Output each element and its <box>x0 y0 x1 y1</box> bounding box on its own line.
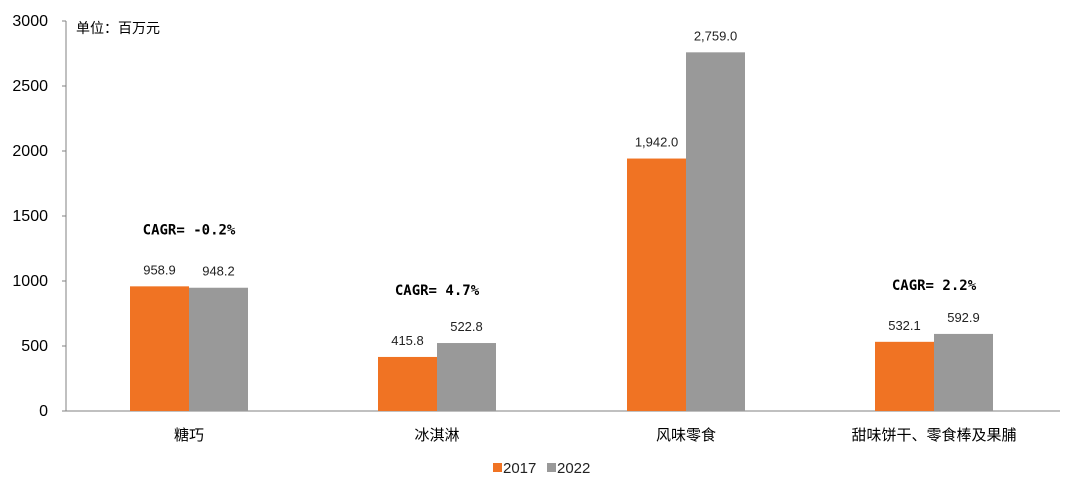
legend-label-2017: 2017 <box>503 460 536 477</box>
data-label: 532.1 <box>888 318 921 333</box>
y-tick-label: 1000 <box>12 273 48 290</box>
data-label: 522.8 <box>450 319 483 334</box>
bar-2017 <box>130 286 189 411</box>
y-tick-label: 2500 <box>12 78 48 95</box>
x-category-label: 风味零食 <box>656 426 716 444</box>
bar-2022 <box>686 52 745 411</box>
data-label: 592.9 <box>947 310 980 325</box>
bar-2017 <box>627 158 686 411</box>
cagr-annotation: CAGR= 4.7% <box>395 283 480 299</box>
y-tick-label: 1500 <box>12 208 48 225</box>
legend-swatch-2017 <box>493 463 502 472</box>
data-label: 1,942.0 <box>635 135 678 150</box>
y-tick-label: 2000 <box>12 143 48 160</box>
x-category-label: 甜味饼干、零食棒及果脯 <box>851 426 1016 444</box>
x-category-label: 糖巧 <box>174 426 204 444</box>
cagr-annotation: CAGR= 2.2% <box>892 278 977 294</box>
legend-swatch-2022 <box>547 463 556 472</box>
bar-2022 <box>437 343 496 411</box>
cagr-annotation: CAGR= -0.2% <box>143 222 236 238</box>
bar-2022 <box>189 287 248 411</box>
bar-2017 <box>875 341 934 411</box>
bar-2022 <box>934 333 993 411</box>
y-tick-label: 500 <box>21 338 48 355</box>
data-label: 948.2 <box>202 264 235 279</box>
y-tick-label: 0 <box>39 403 48 420</box>
bar-2017 <box>378 356 437 411</box>
data-label: 958.9 <box>143 262 176 277</box>
y-tick-label: 3000 <box>12 13 48 30</box>
legend-label-2022: 2022 <box>557 460 590 477</box>
data-label: 415.8 <box>391 333 424 348</box>
unit-label: 单位：百万元 <box>76 21 160 37</box>
data-label: 2,759.0 <box>694 28 737 43</box>
x-category-label: 冰淇淋 <box>414 426 459 444</box>
